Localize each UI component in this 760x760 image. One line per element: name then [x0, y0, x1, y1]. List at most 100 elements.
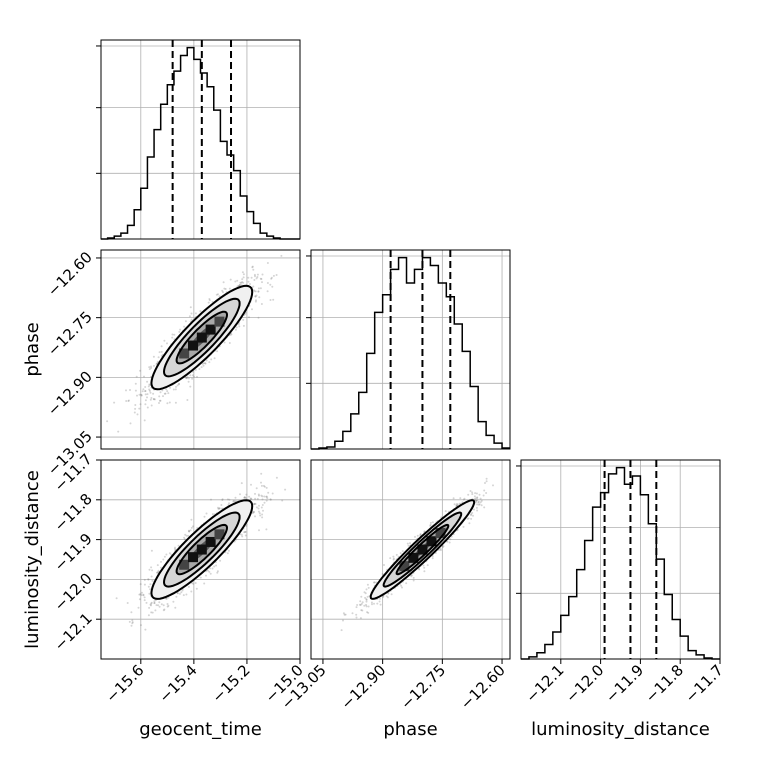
scatter-point — [449, 538, 452, 541]
scatter-point — [158, 402, 160, 404]
scatter-point — [150, 367, 153, 369]
scatter-point — [343, 613, 346, 616]
scatter-point — [201, 362, 204, 365]
scatter-point — [442, 545, 445, 548]
scatter-point — [261, 504, 264, 506]
scatter-point — [205, 359, 208, 362]
scatter-point — [185, 534, 188, 537]
scatter-point — [479, 501, 482, 504]
scatter-point — [158, 399, 161, 402]
scatter-point — [106, 420, 109, 423]
scatter-point — [173, 548, 176, 550]
scatter-point — [190, 312, 193, 315]
scatter-point — [210, 358, 213, 361]
scatter-point — [355, 606, 358, 609]
scatter-point — [257, 290, 260, 293]
scatter-point — [229, 333, 232, 336]
scatter-point — [272, 298, 275, 301]
scatter-point — [239, 493, 241, 496]
scatter-point — [257, 507, 260, 510]
scatter-point — [147, 578, 150, 581]
scatter-point — [241, 278, 244, 281]
scatter-point — [275, 476, 278, 479]
scatter-point — [261, 498, 264, 501]
scatter-point — [151, 569, 154, 572]
scatter-point — [174, 388, 177, 391]
scatter-point — [143, 419, 146, 422]
scatter-point — [150, 604, 152, 607]
scatter-point — [245, 493, 248, 496]
scatter-point — [218, 295, 221, 298]
scatter-point — [252, 285, 255, 288]
scatter-point — [138, 393, 141, 396]
scatter-point — [477, 503, 480, 506]
scatter-point — [254, 275, 256, 278]
scatter-point — [236, 279, 239, 282]
scatter-point — [253, 273, 256, 276]
density-peak — [179, 559, 190, 570]
scatter-point — [131, 622, 134, 625]
scatter-point — [184, 376, 187, 379]
scatter-point — [194, 312, 197, 315]
scatter-point — [416, 534, 419, 537]
scatter-point — [267, 491, 270, 494]
scatter-point — [251, 308, 253, 311]
scatter-point — [171, 333, 174, 336]
scatter-point — [196, 375, 198, 378]
scatter-point — [418, 568, 421, 571]
scatter-point — [389, 557, 392, 560]
scatter-point — [148, 606, 151, 609]
scatter-point — [257, 287, 260, 290]
scatter-point — [144, 390, 147, 392]
pair-content — [311, 460, 510, 659]
scatter-point — [139, 593, 142, 596]
scatter-point — [157, 570, 160, 573]
scatter-point — [217, 293, 219, 296]
scatter-point — [156, 360, 159, 363]
scatter-point — [252, 510, 255, 513]
scatter-point — [256, 497, 259, 500]
hist-panel-phase — [306, 249, 511, 450]
scatter-point — [167, 392, 170, 395]
scatter-point — [152, 398, 155, 400]
scatter-point — [439, 549, 442, 552]
scatter-point — [195, 587, 198, 590]
scatter-point — [426, 564, 429, 567]
scatter-point — [143, 599, 146, 602]
scatter-point — [198, 368, 201, 370]
scatter-point — [216, 570, 219, 573]
scatter-point — [163, 555, 166, 558]
scatter-point — [253, 502, 256, 505]
scatter-point — [269, 283, 272, 286]
scatter-point — [175, 385, 177, 388]
scatter-point — [280, 254, 283, 257]
scatter-point — [365, 603, 367, 606]
scatter-point — [190, 318, 193, 321]
scatter-point — [149, 398, 152, 401]
scatter-point — [158, 351, 161, 354]
scatter-point — [242, 324, 245, 327]
scatter-point — [184, 320, 187, 323]
scatter-point — [172, 600, 175, 603]
scatter-point — [272, 274, 275, 277]
scatter-point — [365, 600, 368, 603]
scatter-point — [165, 553, 168, 556]
scatter-point — [379, 597, 381, 600]
density-peak — [214, 316, 225, 327]
scatter-point — [165, 597, 168, 600]
scatter-point — [461, 501, 464, 504]
pair-panel-geocent_time-phase: −13.05−12.90−12.75−12.60 — [44, 248, 301, 479]
scatter-point — [144, 403, 147, 406]
scatter-point — [139, 369, 142, 372]
scatter-point — [284, 488, 287, 491]
scatter-point — [476, 509, 479, 512]
scatter-point — [485, 477, 488, 480]
scatter-point — [227, 549, 230, 552]
scatter-point — [259, 277, 262, 280]
scatter-point — [245, 497, 247, 500]
scatter-point — [263, 485, 266, 488]
pair-panel-phase-luminosity_distance — [310, 459, 511, 660]
scatter-point — [361, 601, 364, 604]
scatter-point — [243, 496, 246, 499]
